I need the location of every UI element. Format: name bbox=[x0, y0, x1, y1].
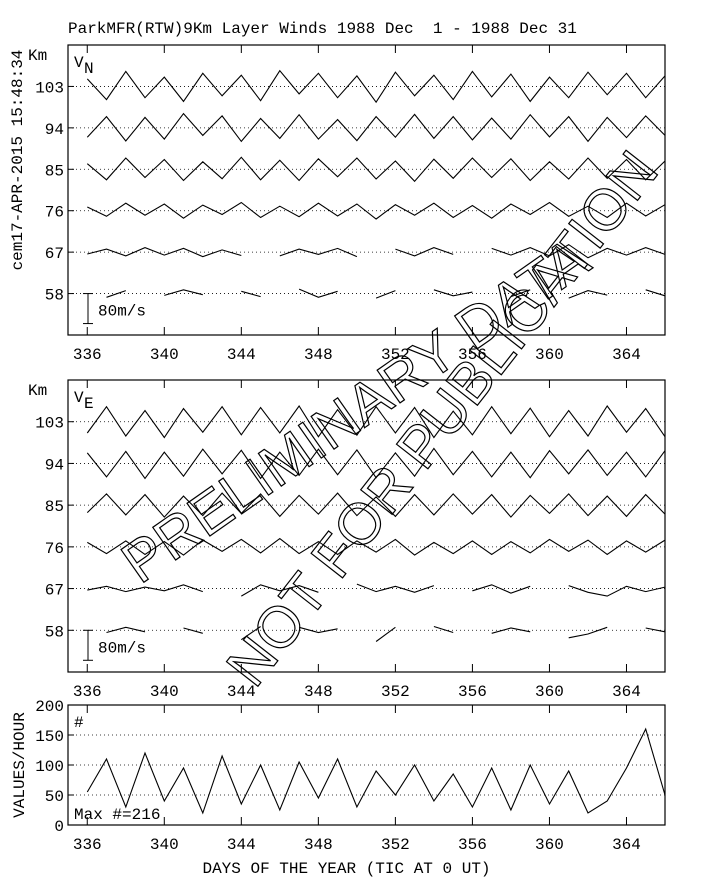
x-tick-label: 340 bbox=[150, 346, 179, 364]
x-tick-label: 360 bbox=[535, 683, 564, 701]
x-tick-label: 344 bbox=[227, 683, 256, 701]
x-tick-label: 340 bbox=[150, 836, 179, 854]
x-tick-label: 336 bbox=[73, 683, 102, 701]
x-tick-label: 348 bbox=[304, 683, 333, 701]
wind-trace bbox=[87, 201, 666, 220]
x-tick-label: 356 bbox=[458, 683, 487, 701]
x-tick-label: 340 bbox=[150, 683, 179, 701]
panel-label: # bbox=[74, 714, 84, 732]
plot-frame bbox=[67, 379, 666, 673]
x-tick-label: 352 bbox=[381, 683, 410, 701]
x-tick-label: 352 bbox=[381, 836, 410, 854]
wind-trace bbox=[86, 69, 666, 104]
wind-trace bbox=[86, 447, 666, 480]
panel-label: V bbox=[74, 54, 84, 72]
note: Max #=216 bbox=[74, 806, 160, 824]
y-axis-label: Km bbox=[28, 382, 47, 400]
y-tick-label: 0 bbox=[54, 818, 64, 836]
wind-trace bbox=[86, 405, 666, 439]
timestamp: cem17-APR-2015 15:48:34 bbox=[9, 50, 27, 271]
panels: 336 340 344 348 352 356 360 364 58 67 76 85 94 103 80m… bbox=[11, 44, 666, 877]
scale-bar-label: 80m/s bbox=[98, 639, 146, 657]
wind-trace bbox=[86, 156, 666, 183]
watermark: NOT FOR PUBLICATION bbox=[214, 139, 671, 698]
x-tick-label: 336 bbox=[73, 836, 102, 854]
y-tick-label: 94 bbox=[45, 456, 64, 474]
wind-trace bbox=[86, 112, 666, 143]
x-tick-label: 364 bbox=[612, 346, 641, 364]
x-tick-label: 352 bbox=[381, 346, 410, 364]
y-tick-label: 58 bbox=[45, 287, 64, 305]
wind-trace bbox=[87, 583, 666, 597]
panel-label: V bbox=[74, 389, 84, 407]
wind-trace bbox=[106, 625, 666, 642]
panel-subscript: N bbox=[84, 60, 94, 78]
y-axis-label: VALUES/HOUR bbox=[11, 712, 29, 818]
y-tick-label: 103 bbox=[35, 79, 64, 97]
x-tick-label: 364 bbox=[612, 836, 641, 854]
scale-bar-label: 80m/s bbox=[98, 303, 146, 321]
y-tick-label: 150 bbox=[35, 728, 64, 746]
y-tick-label: 67 bbox=[45, 245, 64, 263]
wind-trace bbox=[87, 537, 666, 556]
y-tick-label: 103 bbox=[35, 415, 64, 433]
wind-trace bbox=[87, 243, 666, 259]
y-tick-label: 94 bbox=[45, 121, 64, 139]
chart-title: ParkMFR(RTW)9Km Layer Winds 1988 Dec 1 -… bbox=[68, 20, 577, 38]
x-tick-label: 356 bbox=[458, 346, 487, 364]
x-tick-label: 344 bbox=[227, 346, 256, 364]
y-tick-label: 50 bbox=[45, 788, 64, 806]
x-tick-label: 348 bbox=[304, 346, 333, 364]
plot-frame bbox=[67, 44, 666, 336]
x-tick-label: 344 bbox=[227, 836, 256, 854]
y-tick-label: 200 bbox=[35, 698, 64, 716]
y-tick-label: 76 bbox=[45, 540, 64, 558]
y-tick-label: 100 bbox=[35, 758, 64, 776]
y-tick-label: 67 bbox=[45, 582, 64, 600]
x-tick-label: 348 bbox=[304, 836, 333, 854]
x-axis-label: DAYS OF THE YEAR (TIC AT 0 UT) bbox=[202, 860, 490, 877]
wind-trace bbox=[106, 288, 666, 299]
y-tick-label: 58 bbox=[45, 623, 64, 641]
y-tick-label: 85 bbox=[45, 498, 64, 516]
y-axis-label: Km bbox=[28, 47, 47, 65]
y-tick-label: 76 bbox=[45, 204, 64, 222]
x-tick-label: 364 bbox=[612, 683, 641, 701]
panel-subscript: E bbox=[84, 395, 94, 413]
x-tick-label: 360 bbox=[535, 346, 564, 364]
x-tick-label: 356 bbox=[458, 836, 487, 854]
y-tick-label: 85 bbox=[45, 162, 64, 180]
count-line bbox=[86, 727, 666, 815]
x-tick-label: 336 bbox=[73, 346, 102, 364]
wind-trace bbox=[86, 492, 666, 518]
x-tick-label: 360 bbox=[535, 836, 564, 854]
